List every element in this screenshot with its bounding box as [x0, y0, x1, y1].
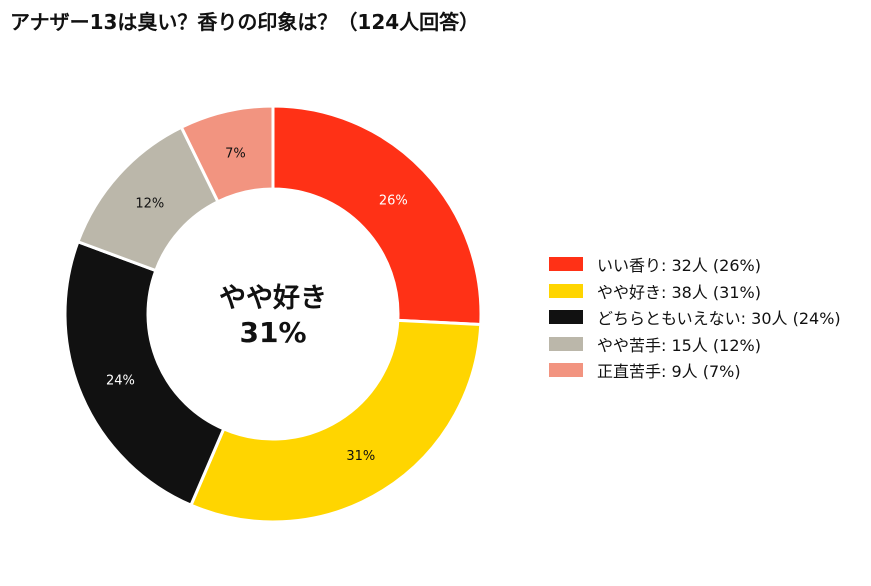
- slice-percent-label: 7%: [225, 146, 246, 161]
- center-label-name: やや好き: [219, 283, 327, 314]
- legend-item: いい香り: 32人 (26%): [549, 251, 841, 278]
- slice-label-group: 26% 31% 24% 12% 7%: [106, 146, 408, 464]
- chart-title: アナザー13は臭い？香りの印象は？（124人回答）: [10, 10, 480, 34]
- legend-item: やや苦手: 15人 (12%): [549, 331, 841, 358]
- donut-slice: [63, 239, 226, 508]
- legend-swatch: [549, 257, 583, 272]
- legend-item: やや好き: 38人 (31%): [549, 278, 841, 305]
- legend-label: 正直苦手: 9人 (7%): [597, 362, 741, 382]
- center-label-percent: 31%: [239, 316, 306, 349]
- legend-item: どちらともいえない: 30人 (24%): [549, 304, 841, 331]
- slice-percent-label: 31%: [346, 449, 375, 464]
- legend-swatch: [549, 310, 583, 325]
- legend-swatch: [549, 363, 583, 378]
- legend-label: いい香り: 32人 (26%): [597, 256, 761, 276]
- donut-slice: [189, 318, 483, 524]
- legend-label: やや好き: 38人 (31%): [597, 282, 761, 302]
- slice-group: [63, 104, 483, 524]
- legend-label: どちらともいえない: 30人 (24%): [597, 309, 841, 329]
- donut-slice: [179, 104, 275, 204]
- slice-percent-label: 12%: [135, 197, 164, 212]
- legend: いい香り: 32人 (26%) やや好き: 38人 (31%) どちらともいえな…: [549, 251, 841, 384]
- legend-swatch: [549, 283, 583, 298]
- legend-label: やや苦手: 15人 (12%): [597, 335, 761, 355]
- slice-percent-label: 24%: [106, 373, 135, 388]
- legend-swatch: [549, 336, 583, 351]
- donut-slice: [271, 104, 483, 327]
- legend-item: 正直苦手: 9人 (7%): [549, 357, 841, 384]
- slice-percent-label: 26%: [379, 194, 408, 209]
